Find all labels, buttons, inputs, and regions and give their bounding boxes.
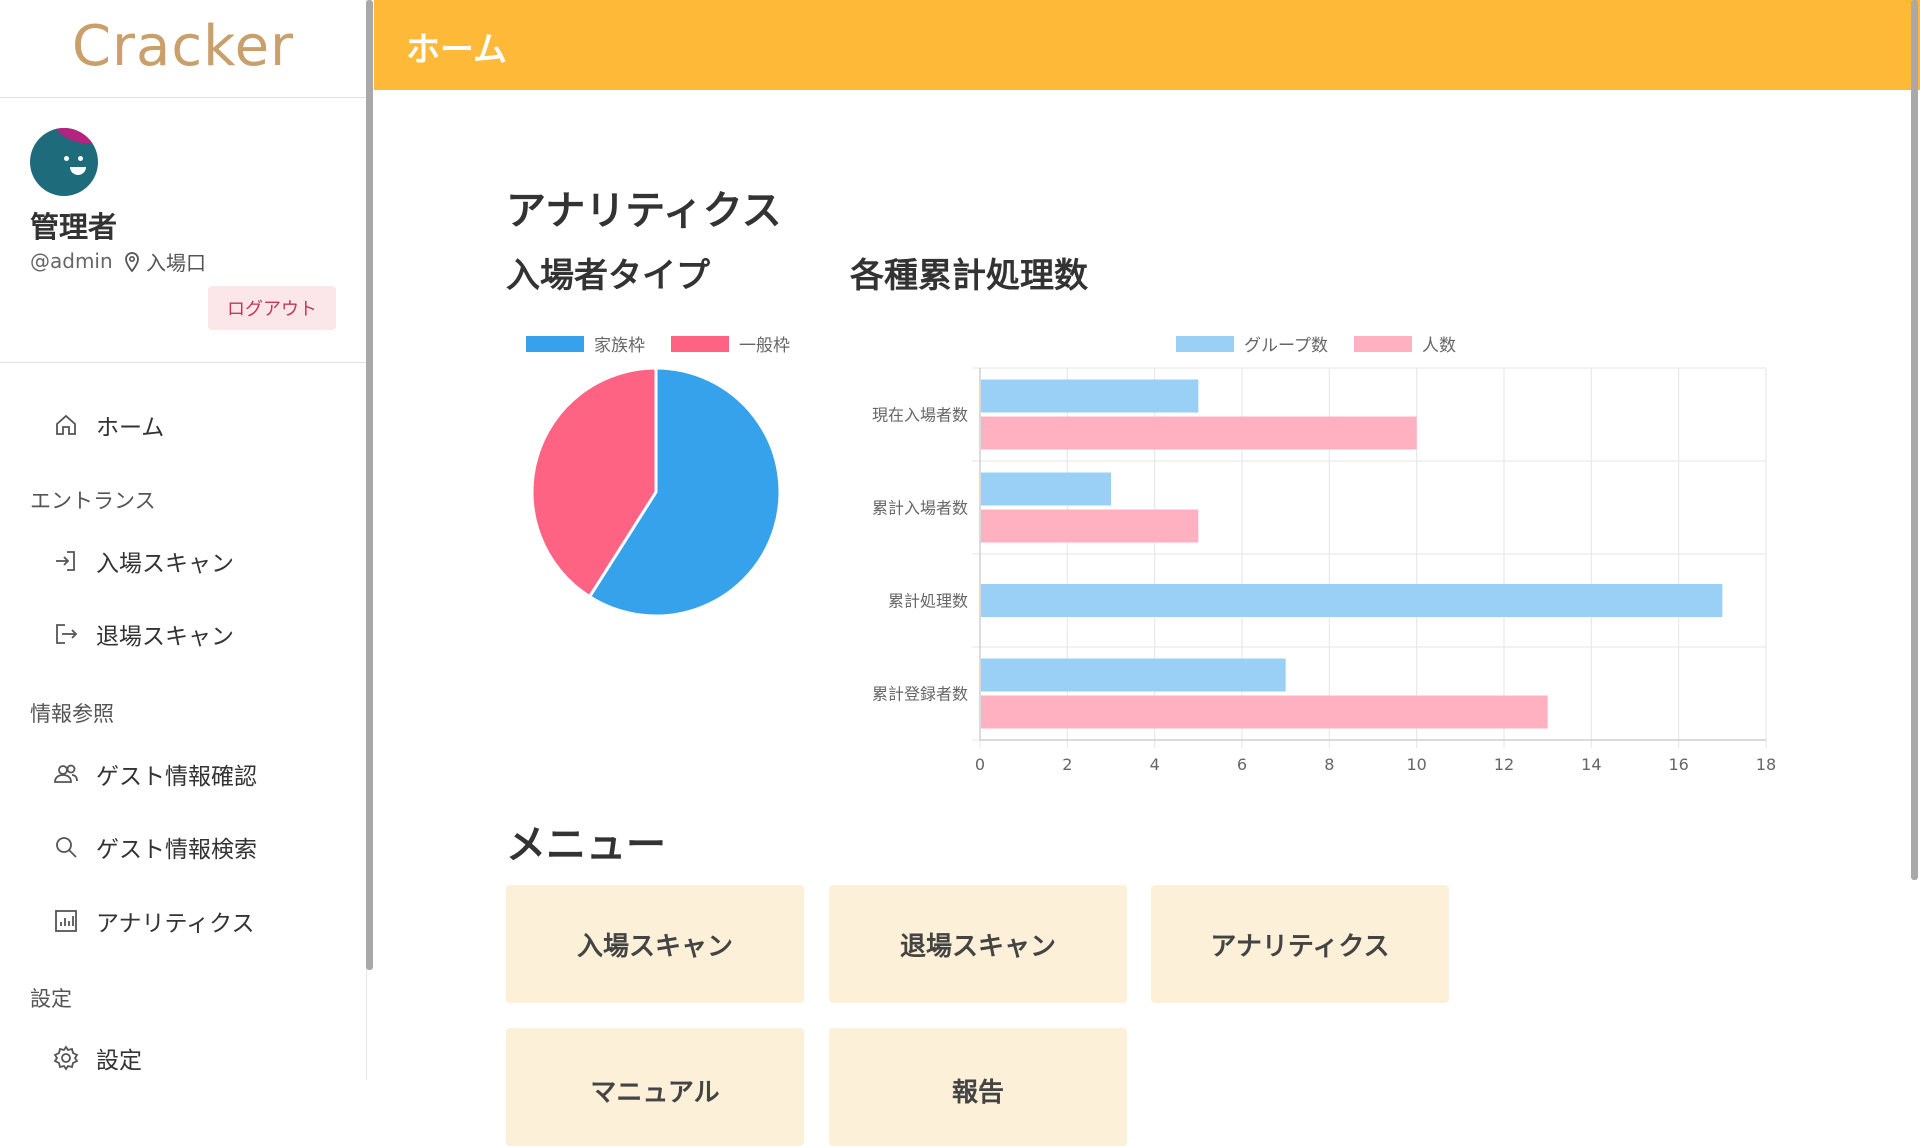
bar-legend-swatch-people	[1353, 335, 1412, 352]
sidebar-item-analytics[interactable]: アナリティクス	[52, 901, 254, 941]
y-tick-label: 現在入場者数	[872, 406, 968, 425]
sidebar-item-label: ホーム	[96, 415, 165, 441]
bar-1-グループ数[interactable]	[981, 472, 1111, 506]
bar-legend-label-groups[interactable]: グループ数	[1244, 336, 1328, 356]
pie-legend-label-general[interactable]: 一般枠	[739, 336, 790, 356]
bar-3-人数[interactable]	[981, 695, 1548, 729]
bar-legend: グループ数 人数	[1176, 331, 1456, 356]
app-header: ホーム	[374, 0, 1920, 90]
y-tick-label: 累計登録者数	[872, 685, 968, 704]
x-tick-label: 0	[975, 755, 985, 774]
bar-2-グループ数[interactable]	[981, 584, 1723, 617]
pie-legend-swatch-general	[671, 335, 729, 352]
x-tick-label: 16	[1668, 755, 1688, 774]
x-tick-label: 6	[1237, 755, 1247, 774]
home-icon	[56, 414, 76, 435]
user-profile: 管理者 @admin 入場口 ログアウト	[0, 98, 366, 363]
user-location-label: 入場口	[146, 251, 206, 275]
user-location: 入場口	[122, 247, 206, 276]
pie-legend: 家族枠 一般枠	[526, 331, 790, 356]
location-pin-icon	[125, 251, 139, 272]
login-icon	[56, 551, 75, 571]
sidebar-item-guest-search[interactable]: ゲスト情報検索	[52, 827, 257, 867]
menu-card-analytics[interactable]: アナリティクス	[1151, 885, 1449, 1003]
x-tick-label: 12	[1494, 755, 1514, 774]
people-icon	[54, 764, 78, 783]
gear-icon	[53, 1045, 79, 1071]
sidebar-item-home[interactable]: ホーム	[52, 405, 164, 445]
sidebar-item-label: ゲスト情報検索	[96, 837, 257, 863]
bar-0-グループ数[interactable]	[981, 379, 1199, 413]
logout-button[interactable]: ログアウト	[208, 286, 336, 330]
main-scrollbar[interactable]	[1911, 0, 1918, 880]
pie-legend-swatch-family	[526, 335, 584, 352]
bar-0-人数[interactable]	[981, 416, 1417, 450]
sidebar: Cracker 管理者 @admin 入場口 ログアウト ホーム エントランス …	[0, 0, 367, 1080]
user-handle: @admin	[30, 249, 113, 273]
bar-legend-label-people[interactable]: 人数	[1421, 336, 1456, 356]
sidebar-item-exit-scan[interactable]: 退場スキャン	[52, 614, 234, 654]
pie-chart	[530, 366, 782, 618]
sidebar-item-guest-confirm[interactable]: ゲスト情報確認	[52, 754, 257, 794]
x-tick-label: 14	[1581, 755, 1601, 774]
menu-card-report[interactable]: 報告	[829, 1028, 1127, 1146]
x-tick-label: 18	[1756, 755, 1776, 774]
page-title: ホーム	[406, 30, 507, 70]
bar-1-人数[interactable]	[981, 509, 1199, 543]
nav-section-settings: 設定	[30, 987, 72, 1011]
logo-area: Cracker	[0, 0, 366, 98]
analytics-heading: アナリティクス	[506, 188, 782, 234]
pie-legend-label-family[interactable]: 家族枠	[594, 336, 645, 356]
app-logo[interactable]: Cracker	[71, 14, 295, 79]
sidebar-scrollbar[interactable]	[366, 0, 373, 970]
user-name: 管理者	[30, 210, 118, 244]
sidebar-item-label: 退場スキャン	[96, 624, 234, 650]
menu-card-manual[interactable]: マニュアル	[506, 1028, 804, 1146]
logout-icon	[56, 624, 78, 644]
x-tick-label: 4	[1150, 755, 1160, 774]
menu-card-entry-scan[interactable]: 入場スキャン	[506, 885, 804, 1003]
menu-card-exit-scan[interactable]: 退場スキャン	[829, 885, 1127, 1003]
bar-legend-swatch-groups	[1176, 335, 1234, 352]
y-tick-label: 累計処理数	[888, 592, 968, 611]
nav-section-info: 情報参照	[30, 702, 114, 726]
sidebar-item-label: 入場スキャン	[96, 551, 234, 577]
nav-section-entrance: エントランス	[30, 489, 156, 513]
bar-chart-icon	[55, 910, 77, 932]
pie-slice-1[interactable]	[530, 366, 658, 599]
pie-chart-title: 入場者タイプ	[506, 256, 710, 296]
sidebar-item-label: 設定	[96, 1048, 142, 1074]
search-icon	[56, 837, 77, 858]
pie-slice-0[interactable]	[587, 366, 782, 618]
menu-heading: メニュー	[506, 822, 666, 868]
avatar	[30, 128, 98, 196]
x-tick-label: 10	[1406, 755, 1426, 774]
sidebar-item-settings[interactable]: 設定	[52, 1038, 142, 1078]
sidebar-item-label: アナリティクス	[96, 911, 255, 937]
sidebar-item-entry-scan[interactable]: 入場スキャン	[52, 541, 234, 581]
bar-chart-title: 各種累計処理数	[850, 256, 1088, 296]
sidebar-item-label: ゲスト情報確認	[96, 764, 257, 790]
x-tick-label: 8	[1324, 755, 1334, 774]
y-tick-label: 累計入場者数	[872, 499, 968, 518]
bar-3-グループ数[interactable]	[981, 658, 1286, 692]
x-tick-label: 2	[1062, 755, 1072, 774]
